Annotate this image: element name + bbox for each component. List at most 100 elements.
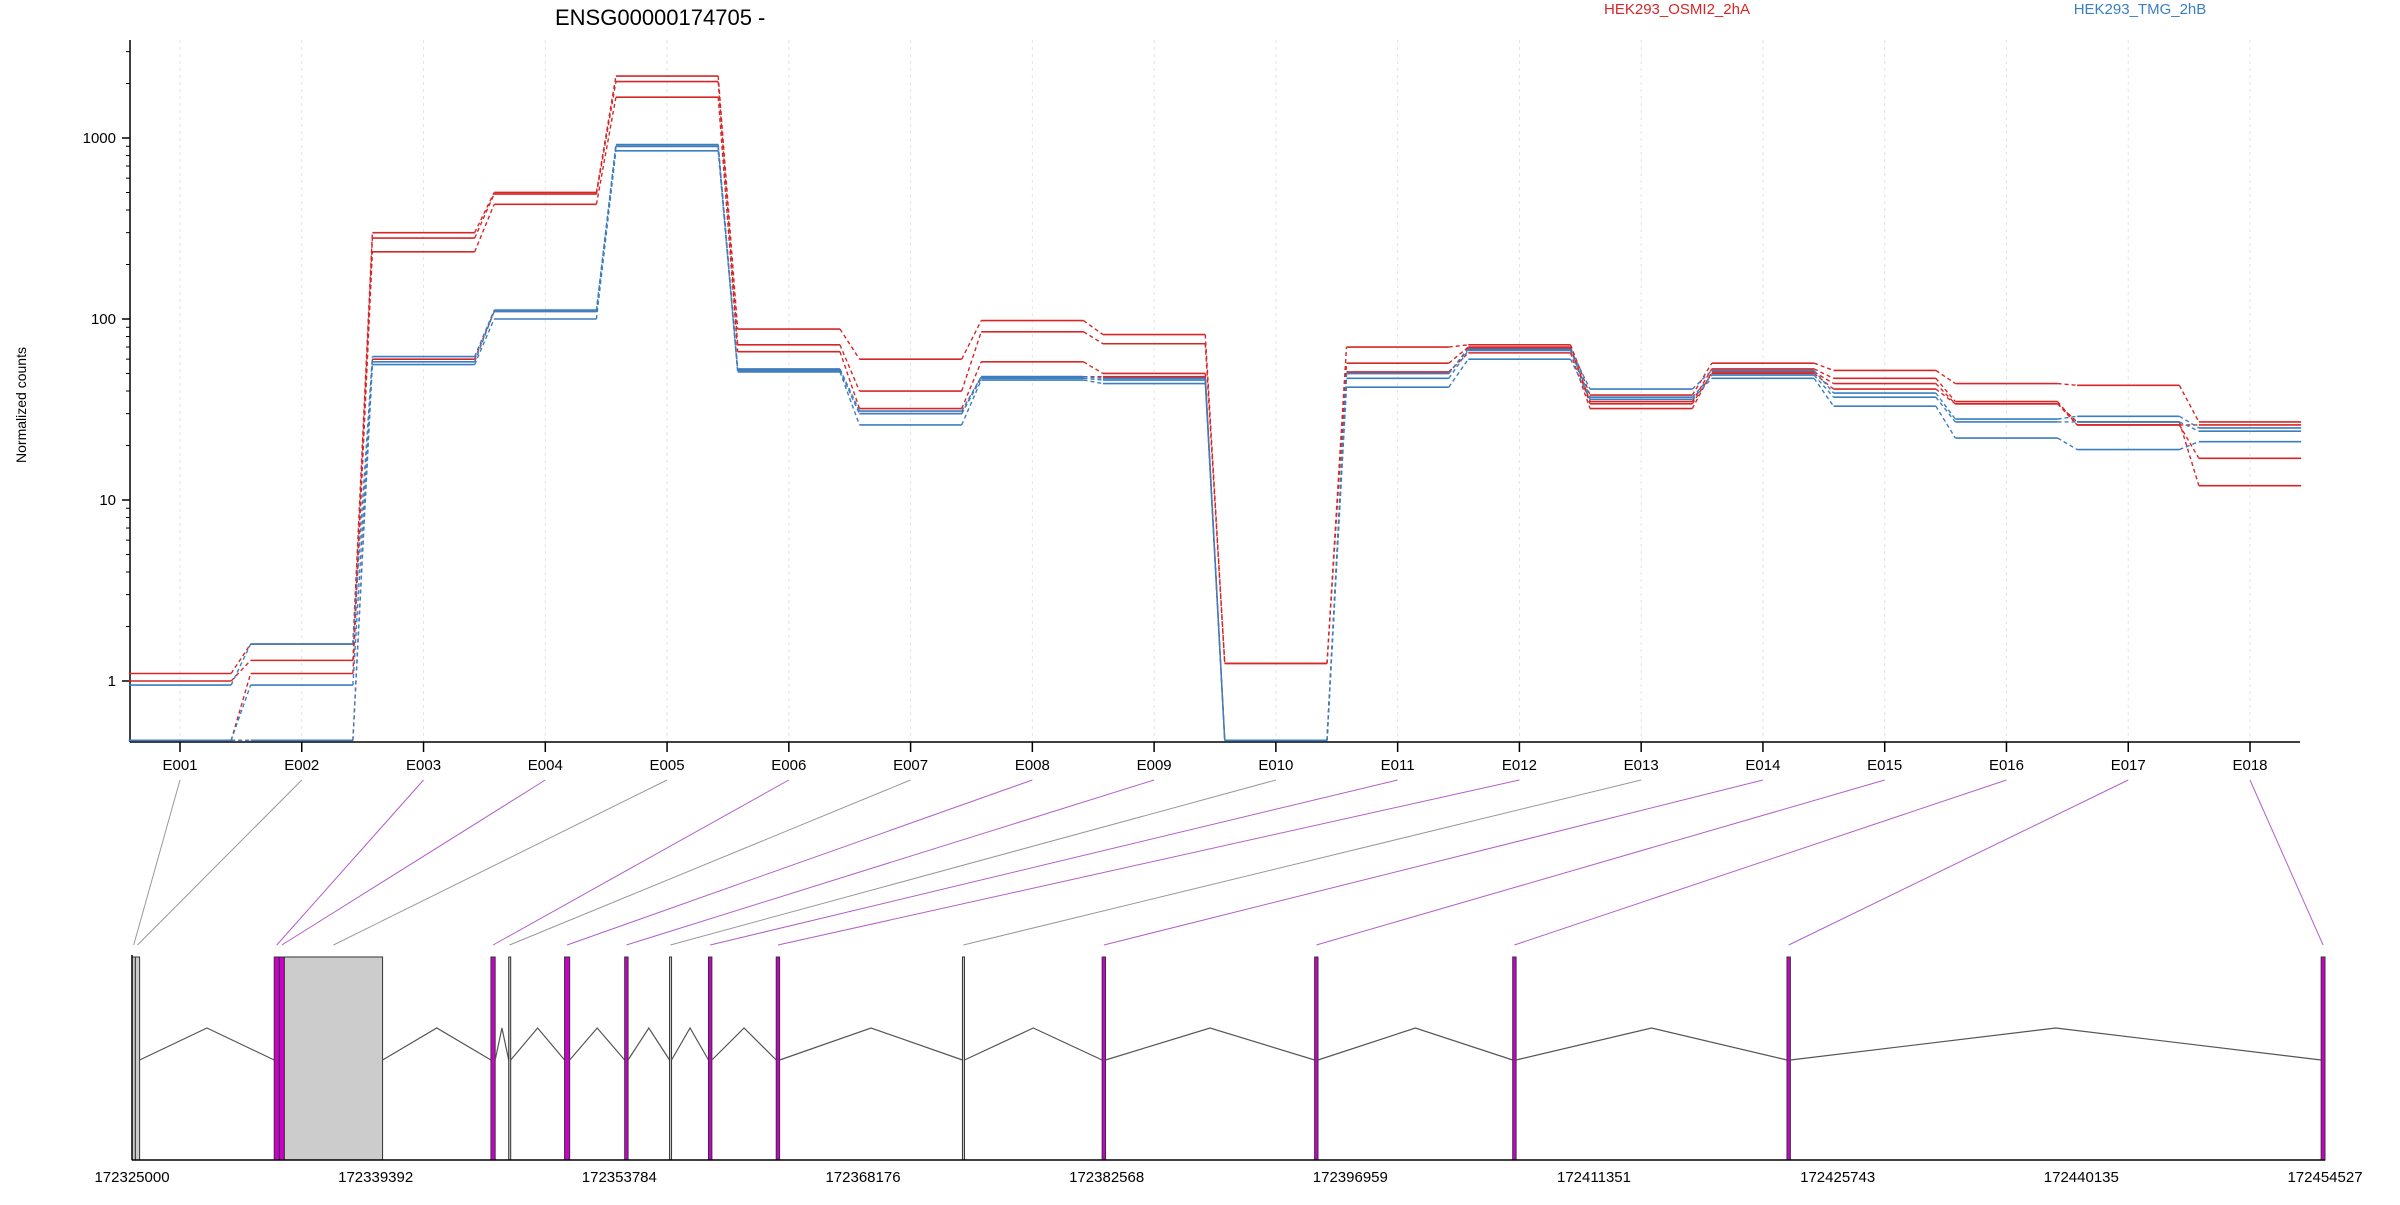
series-HEK293_TMG_2hB-6	[128, 149, 2302, 742]
data-connector	[839, 344, 861, 392]
data-connector	[1448, 344, 1469, 348]
exon-box	[283, 956, 384, 1161]
exon-connector	[1514, 779, 2007, 946]
x-tick-label: E002	[284, 757, 319, 774]
data-connector	[961, 331, 982, 392]
data-connector	[1204, 383, 1226, 741]
genomic-tick-label: 172454527	[2287, 1169, 2362, 1186]
exon-connector	[710, 779, 1398, 946]
exon-connector	[276, 779, 424, 946]
intron-line	[510, 1027, 566, 1061]
exon-connector	[2249, 779, 2324, 946]
exon-box	[273, 956, 280, 1161]
exon-connector	[626, 779, 1155, 946]
exon-box	[1314, 956, 1319, 1161]
x-tick-label: E014	[1745, 757, 1780, 774]
data-connector	[717, 97, 739, 352]
data-connector	[230, 659, 252, 682]
data-connector	[1691, 377, 1713, 400]
genomic-tick-label: 172353784	[582, 1169, 657, 1186]
data-connector	[1083, 379, 1104, 385]
x-tick-label: E016	[1989, 757, 2024, 774]
genomic-tick-label: 172396959	[1313, 1169, 1388, 1186]
data-connector	[2178, 385, 2200, 423]
genomic-axis: 172325000 172339392 172353784 172368176 1723…	[94, 955, 2363, 1186]
y-tick-label: 10	[99, 492, 116, 509]
exon-box	[1786, 956, 1791, 1161]
exon-box	[624, 956, 629, 1161]
data-connector	[1691, 374, 1713, 398]
data-connector	[474, 318, 495, 365]
exon-box	[1512, 956, 1517, 1161]
x-tick-label: E007	[893, 757, 928, 774]
data-connector	[839, 371, 861, 426]
data-connector	[2057, 437, 2078, 451]
data-connector	[1569, 350, 1591, 398]
intron-line	[494, 1027, 510, 1061]
data-connector	[1569, 349, 1591, 390]
data-connector	[1935, 392, 1956, 420]
data-connector	[230, 643, 252, 686]
chart-title: ENSG00000174705 -	[555, 5, 765, 30]
data-connector	[1326, 387, 1348, 741]
y-axis-label: Normalized counts	[13, 347, 29, 463]
x-tick-label: E015	[1867, 757, 1902, 774]
legend-entry: HEK293_TMG_2hB	[2074, 1, 2207, 18]
data-connector	[2179, 421, 2200, 432]
data-connector	[1813, 377, 1835, 407]
y-axis: 1 10 100 1000	[83, 40, 131, 742]
exon-connector	[670, 779, 1277, 946]
y-tick-label: 100	[91, 311, 116, 328]
data-connector	[1448, 348, 1469, 374]
data-connector	[474, 309, 495, 357]
data-connector	[839, 370, 861, 414]
data-connector	[595, 81, 617, 195]
data-connector	[230, 684, 252, 741]
data-connector	[1935, 383, 1956, 405]
intron-line	[1790, 1027, 2322, 1061]
legend: HEK293_OSMI2_2hA HEK293_TMG_2hB	[1604, 1, 2206, 18]
data-connector	[1083, 320, 1104, 336]
data-connector	[230, 643, 252, 674]
series-lines	[128, 75, 2302, 742]
data-connector	[1935, 405, 1956, 439]
data-connector	[1935, 377, 1956, 402]
data-connector	[1813, 374, 1835, 398]
data-connector	[595, 97, 617, 205]
data-connector	[2179, 441, 2200, 451]
genomic-tick-label: 172411351	[1557, 1169, 1631, 1186]
exon-box	[1101, 956, 1107, 1161]
x-tick-label: E009	[1137, 757, 1172, 774]
genomic-tick-label: 172339392	[338, 1169, 413, 1186]
x-tick-label: E013	[1624, 757, 1659, 774]
exon-connector	[281, 779, 546, 946]
data-connector	[2178, 421, 2200, 486]
data-connector	[230, 673, 252, 741]
data-connector	[474, 193, 495, 239]
data-connector	[595, 150, 617, 320]
genomic-tick-label: 172425743	[1800, 1169, 1875, 1186]
exon-box	[961, 956, 965, 1161]
data-connector	[961, 320, 982, 360]
data-connector	[717, 150, 739, 372]
data-connector	[1569, 358, 1591, 400]
data-connector	[1204, 343, 1226, 664]
data-connector	[961, 379, 982, 426]
series-HEK293_OSMI2_2hA-0	[128, 75, 2302, 675]
exon-box	[508, 956, 512, 1161]
data-connector	[1448, 352, 1469, 373]
data-connector	[352, 251, 374, 674]
data-connector	[839, 328, 861, 360]
exon-connector	[1316, 779, 1885, 946]
exon-connectors	[133, 779, 2324, 946]
data-connector	[839, 368, 861, 412]
x-tick-label: E017	[2111, 757, 2146, 774]
data-connector	[1448, 346, 1469, 364]
exon-box	[775, 956, 781, 1161]
intron-line	[382, 1027, 492, 1061]
x-tick-label: E008	[1015, 757, 1050, 774]
genomic-tick-label: 172382568	[1069, 1169, 1144, 1186]
exon-box	[134, 956, 141, 1161]
exon-connector	[1103, 779, 1764, 946]
